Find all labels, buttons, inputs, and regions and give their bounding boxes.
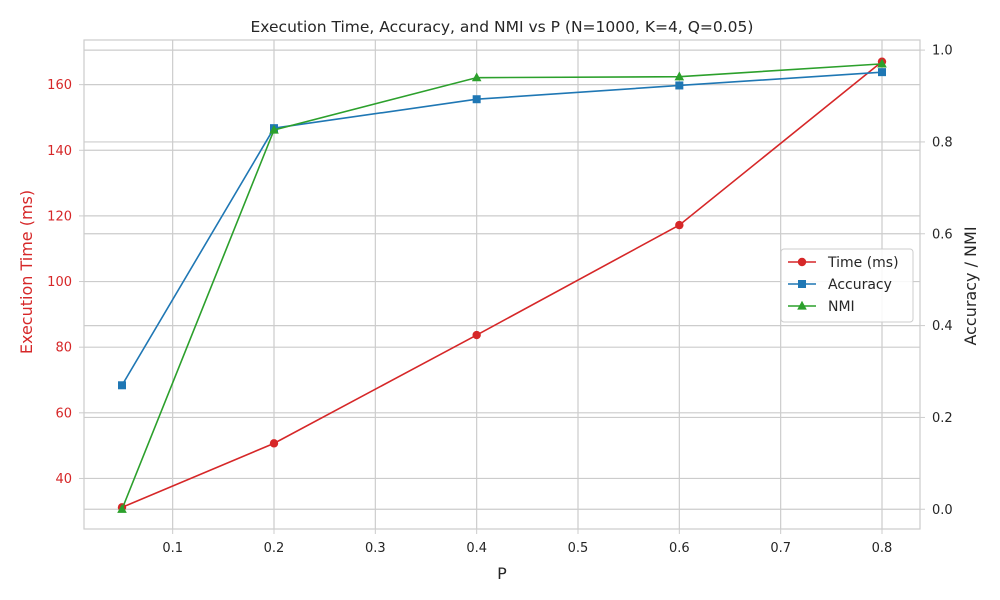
series-line-accuracy — [121, 71, 883, 386]
data-point-nmi — [117, 504, 127, 513]
legend-box — [780, 248, 914, 323]
y-left-axis-title: Execution Time (ms) — [17, 190, 36, 354]
y-left-tick-label: 40 — [55, 472, 72, 487]
data-point-accuracy — [878, 68, 886, 77]
legend-label-nmi: NMI — [828, 299, 855, 315]
y-right-tick-label: 0.4 — [932, 319, 953, 334]
x-tick-label: 0.8 — [872, 541, 893, 556]
chart-title: Execution Time, Accuracy, and NMI vs P (… — [251, 18, 754, 36]
x-tick-label: 0.6 — [669, 541, 690, 556]
y-right-tick-label: 0.2 — [932, 411, 953, 426]
x-tick-label: 0.1 — [162, 541, 183, 556]
y-right-tick-label: 0.0 — [932, 503, 953, 518]
x-tick-label: 0.4 — [466, 541, 487, 556]
legend-label-accuracy: Accuracy — [828, 277, 892, 293]
y-left-tick-label: 160 — [47, 78, 72, 93]
legend-marker-accuracy — [798, 280, 806, 288]
data-point-nmi — [471, 72, 482, 82]
y-left-tick-label: 140 — [47, 144, 72, 159]
x-tick-label: 0.5 — [568, 541, 589, 556]
data-point-accuracy — [675, 81, 684, 90]
data-point-time-ms — [472, 330, 481, 340]
data-point-nmi — [269, 124, 279, 134]
grid — [84, 40, 920, 529]
y-left-tick-label: 60 — [55, 406, 72, 421]
y-right-tick-label: 0.6 — [932, 227, 953, 242]
data-point-nmi — [674, 71, 685, 81]
series-layer — [117, 57, 887, 513]
x-tick-label: 0.3 — [365, 541, 386, 556]
y-right-axis-title: Accuracy / NMI — [961, 226, 980, 345]
data-point-time-ms — [269, 439, 279, 448]
x-tick-label: 0.2 — [264, 541, 285, 556]
y-left-tick-label: 100 — [47, 275, 72, 290]
legend-marker-time-ms — [797, 257, 807, 267]
tick-labels: 0.1 0.2 0.3 0.4 0.5 0.6 0.7 0.8 40 60 80 100 120 140 1… — [47, 44, 953, 556]
data-point-accuracy — [118, 381, 126, 390]
y-right-tick-label: 1.0 — [932, 44, 953, 59]
data-point-nmi — [877, 58, 887, 68]
legend-label-time-ms: Time (ms) — [827, 255, 899, 271]
series-line-time-ms — [121, 61, 883, 509]
legend: Time (ms) Accuracy NMI — [780, 248, 914, 323]
series-line-nmi — [121, 63, 883, 510]
data-point-time-ms — [675, 220, 684, 230]
y-right-tick-label: 0.8 — [932, 135, 953, 150]
data-point-accuracy — [472, 95, 481, 104]
plot-frame — [83, 39, 921, 530]
x-tick-label: 0.7 — [770, 541, 791, 556]
y-left-tick-label: 80 — [55, 341, 72, 356]
y-left-tick-label: 120 — [47, 209, 72, 224]
legend-marker-nmi — [797, 300, 807, 310]
x-axis-title: P — [497, 564, 507, 583]
